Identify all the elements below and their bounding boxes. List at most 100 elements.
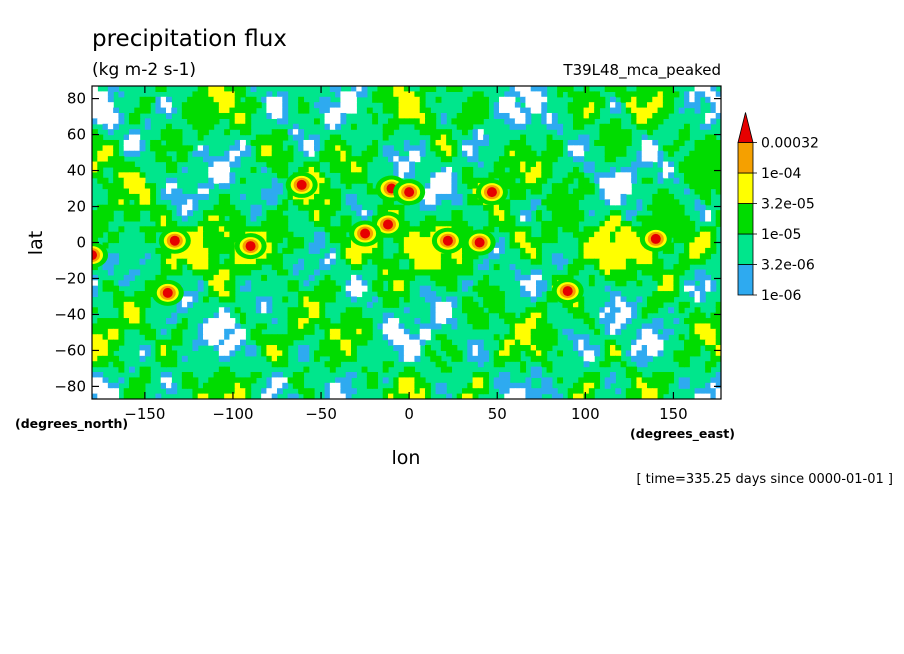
field-cell: [456, 393, 463, 399]
field-cell: [599, 237, 606, 244]
field-cell: [578, 134, 585, 141]
field-cell: [493, 382, 500, 389]
field-cell: [557, 258, 564, 265]
field-cell: [604, 172, 611, 179]
field-cell: [440, 188, 447, 195]
field-cell: [631, 96, 638, 103]
field-cell: [345, 345, 352, 352]
field-cell: [150, 193, 157, 200]
field-cell: [409, 264, 416, 271]
field-cell: [319, 102, 326, 109]
field-cell: [329, 145, 336, 152]
field-cell: [160, 377, 167, 384]
field-cell: [107, 339, 114, 346]
field-cell: [129, 161, 135, 168]
field-cell: [588, 350, 595, 357]
field-cell: [144, 253, 151, 260]
field-cell: [351, 96, 357, 103]
field-cell: [472, 150, 479, 157]
field-cell: [308, 307, 315, 314]
field-cell: [155, 355, 162, 362]
field-cell: [678, 237, 685, 244]
field-cell: [625, 269, 632, 276]
field-cell: [224, 231, 231, 238]
field-cell: [277, 258, 283, 265]
field-cell: [588, 323, 595, 330]
field-cell: [255, 134, 262, 141]
field-cell: [493, 301, 500, 308]
field-cell: [530, 107, 537, 114]
field-cell: [324, 150, 331, 157]
field-cell: [160, 355, 167, 362]
field-cell: [329, 231, 336, 238]
field-cell: [409, 269, 416, 276]
field-cell: [266, 307, 273, 314]
field-cell: [536, 177, 542, 184]
field-cell: [647, 156, 653, 163]
field-cell: [715, 334, 721, 341]
field-cell: [668, 91, 675, 98]
field-cell: [662, 334, 669, 341]
field-cell: [102, 280, 109, 287]
field-cell: [160, 107, 167, 114]
field-cell: [567, 204, 574, 211]
field-cell: [662, 296, 669, 303]
field-cell: [662, 172, 669, 179]
field-cell: [303, 291, 310, 298]
field-cell: [705, 166, 712, 173]
field-cell: [583, 86, 590, 92]
field-cell: [583, 372, 590, 379]
field-cell: [610, 345, 616, 352]
field-cell: [425, 382, 431, 389]
field-cell: [113, 150, 120, 157]
field-cell: [166, 129, 172, 136]
field-cell: [435, 226, 442, 233]
field-cell: [240, 264, 246, 271]
field-cell: [467, 393, 474, 399]
field-cell: [419, 107, 426, 114]
field-cell: [610, 118, 616, 125]
field-cell: [536, 323, 542, 330]
field-cell: [229, 177, 236, 184]
field-cell: [197, 220, 204, 227]
field-cell: [520, 86, 527, 92]
field-cell: [102, 91, 109, 98]
field-cell: [620, 318, 627, 325]
field-cell: [319, 177, 326, 184]
field-cell: [166, 339, 172, 346]
field-cell: [393, 388, 400, 395]
field-cell: [520, 280, 527, 287]
field-cell: [504, 172, 511, 179]
field-cell: [171, 193, 178, 200]
field-cell: [393, 161, 400, 168]
field-cell: [652, 388, 659, 395]
field-cell: [425, 323, 431, 330]
field-cell: [351, 296, 357, 303]
field-cell: [340, 328, 347, 335]
field-cell: [229, 231, 236, 238]
field-cell: [197, 237, 204, 244]
field-cell: [657, 96, 664, 103]
field-cell: [520, 139, 527, 146]
field-cell: [456, 193, 463, 200]
field-cell: [107, 96, 114, 103]
field-cell: [160, 188, 167, 195]
field-cell: [710, 86, 717, 92]
field-cell: [409, 382, 416, 389]
field-cell: [319, 193, 326, 200]
field-cell: [314, 220, 320, 227]
field-cell: [218, 269, 225, 276]
field-cell: [298, 334, 305, 341]
field-cell: [467, 166, 474, 173]
field-cell: [446, 264, 453, 271]
field-cell: [218, 102, 225, 109]
field-cell: [678, 350, 685, 357]
field-cell: [419, 102, 426, 109]
field-cell: [615, 129, 622, 136]
field-cell: [308, 274, 315, 281]
field-cell: [705, 361, 712, 368]
field-cell: [393, 264, 400, 271]
field-cell: [652, 372, 659, 379]
field-cell: [181, 199, 188, 206]
field-cell: [134, 193, 141, 200]
